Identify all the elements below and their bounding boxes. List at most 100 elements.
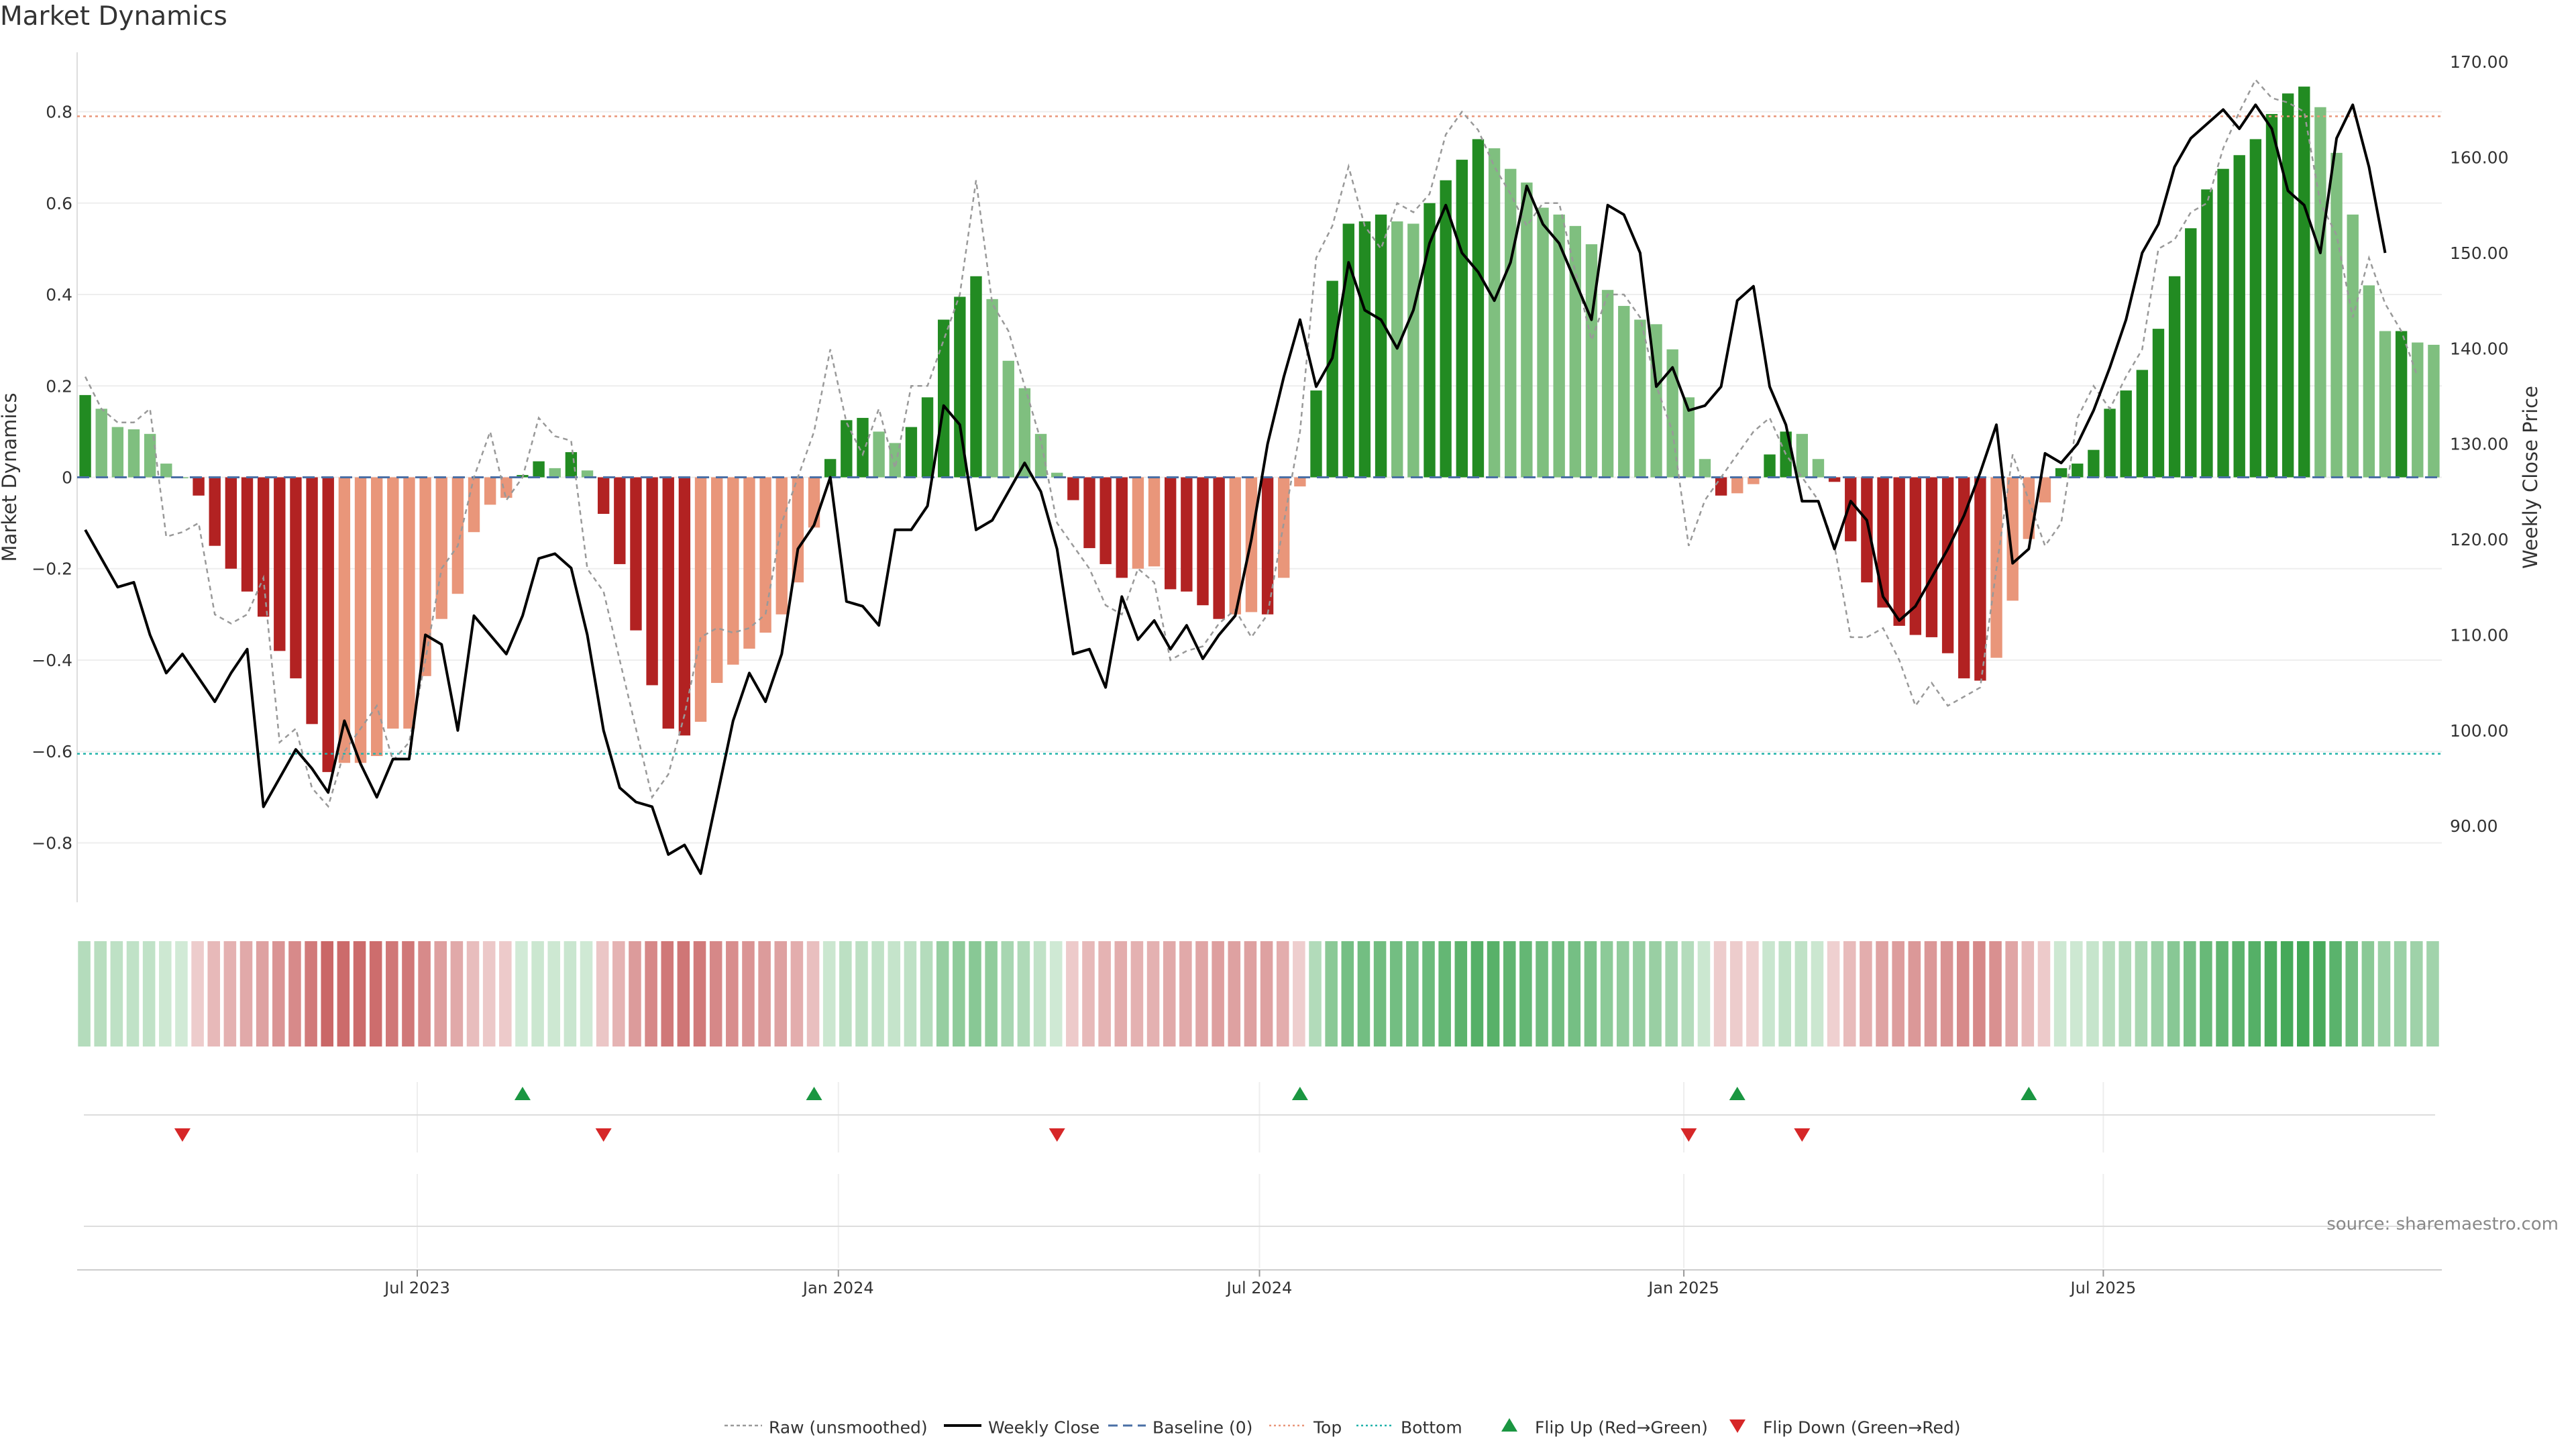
bar-102	[1731, 477, 1743, 494]
strip-cell-1	[94, 941, 107, 1046]
strip-cell-142	[2377, 941, 2391, 1046]
strip-cell-58	[1017, 941, 1030, 1046]
strip-cell-108	[1827, 941, 1840, 1046]
bar-32	[597, 477, 610, 514]
strip-cell-51	[904, 941, 917, 1046]
flip-up-marker-1	[806, 1087, 822, 1100]
bar-50	[889, 443, 901, 478]
strip-cell-0	[78, 941, 91, 1046]
strip-cell-81	[1389, 941, 1403, 1046]
strip-cell-141	[2361, 941, 2375, 1046]
bar-69	[1197, 477, 1209, 606]
strip-cell-128	[2151, 941, 2164, 1046]
legend-swatch-raw	[723, 1415, 763, 1440]
x-tick-label-2: Jul 2024	[1226, 1279, 1293, 1297]
bar-61	[1067, 477, 1079, 500]
strip-cell-87	[1487, 941, 1500, 1046]
strip-cell-22	[434, 941, 447, 1046]
strip-cell-76	[1309, 941, 1322, 1046]
bar-2	[111, 427, 124, 478]
strip-cell-125	[2102, 941, 2115, 1046]
y-tick-label-2: 0.4	[46, 285, 72, 305]
legend-swatch-flip-down	[1717, 1415, 1758, 1440]
bar-112	[1893, 477, 1905, 626]
strip-cell-77	[1325, 941, 1338, 1046]
bar-17	[354, 477, 367, 763]
bar-18	[370, 477, 383, 757]
legend-label-raw: Raw (unsmoothed)	[769, 1417, 928, 1438]
bar-91	[1553, 214, 1565, 478]
bar-95	[1618, 306, 1630, 478]
strip-cell-109	[1843, 941, 1856, 1046]
strip-cell-8	[207, 941, 221, 1046]
strip-cell-21	[418, 941, 431, 1046]
bar-26	[500, 477, 513, 498]
strip-cell-4	[142, 941, 156, 1046]
strip-cell-41	[742, 941, 755, 1046]
strip-cell-90	[1536, 941, 1548, 1046]
strip-cell-17	[353, 941, 366, 1046]
strip-cell-3	[126, 941, 140, 1046]
strip-cell-123	[2070, 941, 2083, 1046]
strip-cell-46	[822, 941, 836, 1046]
legend-swatch-bottom	[1355, 1415, 1395, 1440]
strip-cell-84	[1438, 941, 1451, 1046]
bar-42	[759, 477, 771, 633]
strip-cell-39	[709, 941, 722, 1046]
strip-cell-44	[790, 941, 804, 1046]
flip-down-marker-1	[595, 1128, 612, 1142]
bar-141	[2363, 285, 2375, 478]
strip-cell-127	[2135, 941, 2148, 1046]
strip-cell-95	[1616, 941, 1629, 1046]
y-tick-label-8: −0.8	[32, 833, 72, 853]
strip-cell-137	[2296, 941, 2310, 1046]
bar-132	[2217, 168, 2229, 478]
bar-111	[1877, 477, 1889, 608]
strip-cell-11	[256, 941, 269, 1046]
bar-99	[1682, 397, 1695, 478]
strip-cell-13	[288, 941, 301, 1046]
strip-cell-113	[1908, 941, 1921, 1046]
bar-139	[2330, 152, 2343, 478]
bar-134	[2249, 139, 2262, 478]
bar-59	[1034, 433, 1047, 478]
bar-47	[841, 420, 853, 478]
flip-up-marker-2	[1291, 1087, 1308, 1100]
bar-49	[873, 431, 885, 478]
legend-swatch-baseline	[1107, 1415, 1147, 1440]
strip-cell-33	[612, 941, 625, 1046]
strip-cell-132	[2216, 941, 2229, 1046]
strip-cell-36	[661, 941, 674, 1046]
strip-cell-69	[1195, 941, 1208, 1046]
strip-cell-97	[1649, 941, 1662, 1046]
bar-122	[2055, 468, 2068, 478]
strip-cell-9	[223, 941, 237, 1046]
bar-8	[209, 477, 221, 546]
strip-cell-23	[450, 941, 464, 1046]
bar-90	[1537, 207, 1549, 478]
bar-39	[710, 477, 723, 684]
strip-cell-71	[1228, 941, 1241, 1046]
bar-79	[1358, 221, 1371, 478]
bar-142	[2379, 331, 2392, 478]
bar-35	[646, 477, 658, 686]
strip-cell-45	[806, 941, 820, 1046]
strip-cell-80	[1373, 941, 1387, 1046]
bar-28	[533, 461, 545, 478]
bar-88	[1505, 168, 1517, 478]
legend-item-flip-up: Flip Up (Red→Green)	[1489, 1415, 1708, 1449]
strip-cell-38	[693, 941, 706, 1046]
strip-cell-116	[1956, 941, 1970, 1046]
bar-129	[2168, 276, 2181, 478]
bar-100	[1699, 459, 1711, 478]
bar-136	[2282, 93, 2294, 478]
bar-13	[290, 477, 302, 679]
bar-93	[1585, 244, 1598, 478]
bar-143	[2395, 331, 2408, 478]
bar-126	[2120, 390, 2132, 478]
strip-cell-124	[2086, 941, 2099, 1046]
strip-cell-59	[1033, 941, 1046, 1046]
bar-25	[484, 477, 496, 505]
y-tick-label-1: 0.6	[46, 194, 72, 213]
bar-36	[662, 477, 674, 729]
